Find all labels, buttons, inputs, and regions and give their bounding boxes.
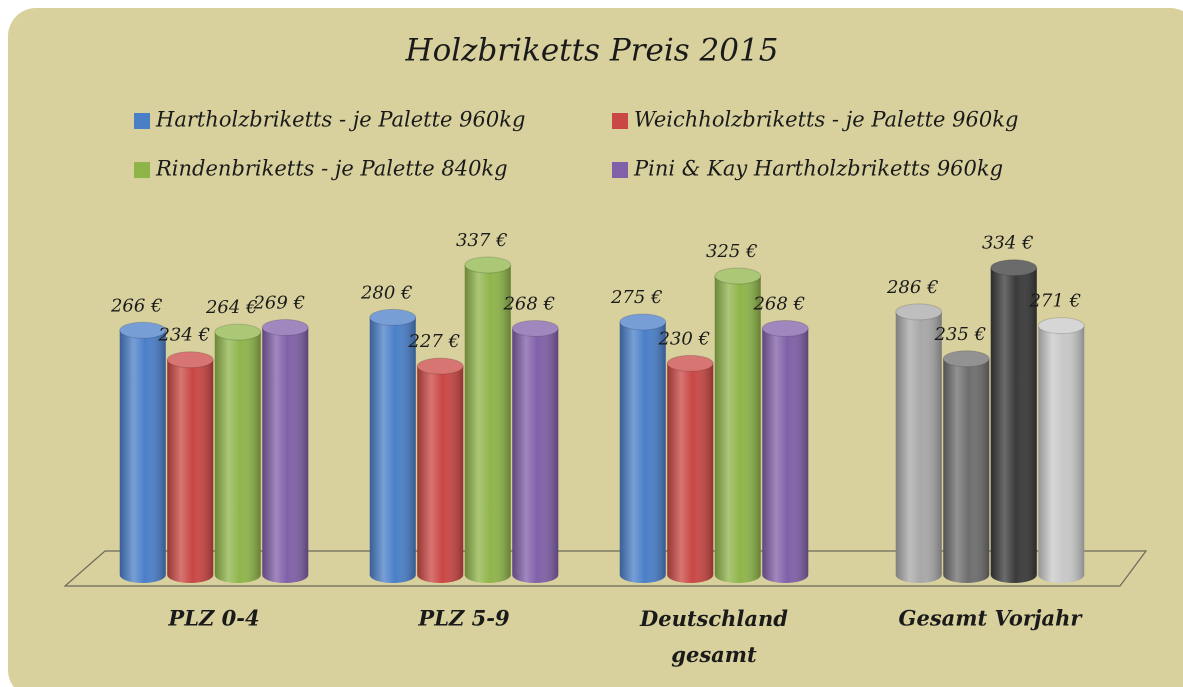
data-label: 325 €: [706, 241, 758, 262]
legend-label: Weichholzbriketts - je Palette 960kg: [634, 108, 1018, 132]
legend-swatch: [612, 113, 628, 129]
legend-label: Pini & Kay Hartholzbriketts 960kg: [633, 157, 1003, 181]
data-label: 337 €: [456, 230, 508, 251]
x-tick-label: Gesamt Vorjahr: [899, 606, 1084, 631]
bar-shade: [943, 358, 990, 583]
bar-shade: [512, 328, 559, 583]
bar-shade: [895, 311, 942, 583]
bar-top: [666, 354, 714, 372]
bar-shade: [714, 276, 761, 583]
legend-swatch: [134, 162, 150, 178]
bar-shade: [417, 366, 464, 583]
x-tick-label-line: Deutschland: [639, 606, 788, 631]
data-label: 334 €: [982, 233, 1034, 254]
bar-top: [416, 357, 464, 375]
bar-shade: [464, 264, 511, 583]
bar-shade: [369, 317, 416, 583]
legend-swatch: [612, 162, 628, 178]
data-label: 234 €: [157, 325, 210, 346]
bar-top: [166, 351, 214, 369]
bar-top: [261, 319, 309, 337]
data-label: 286 €: [886, 277, 939, 298]
x-tick-label: PLZ 5-9: [417, 606, 510, 631]
bar-top: [619, 313, 667, 331]
data-label: 268 €: [752, 293, 805, 314]
bar-top: [214, 323, 262, 341]
data-label: 269 €: [252, 293, 305, 314]
data-label: 275 €: [610, 287, 663, 308]
bar-shade: [990, 267, 1037, 583]
data-label: 280 €: [360, 282, 413, 303]
bar-shade: [667, 363, 714, 583]
legend-label: Rindenbriketts - je Palette 840kg: [155, 157, 508, 181]
bar-top: [761, 319, 809, 337]
chart-title: Holzbriketts Preis 2015: [405, 33, 779, 69]
floor: [63, 550, 1148, 587]
legend-label: Hartholzbriketts - je Palette 960kg: [155, 108, 525, 132]
bar-shade: [619, 322, 666, 583]
data-label: 271 €: [1028, 291, 1081, 312]
bar-shade: [762, 328, 809, 583]
bar-top: [464, 256, 512, 274]
bar-top: [369, 308, 417, 326]
data-label: 235 €: [933, 324, 986, 345]
legend-swatch: [134, 113, 150, 129]
bar-shade: [262, 327, 309, 583]
bar-top: [895, 303, 943, 321]
x-tick-label: Deutschland gesamt: [639, 606, 788, 667]
bar-shade: [167, 359, 214, 583]
bar-top: [990, 259, 1038, 277]
bar-shade: [119, 330, 166, 583]
bar-top: [942, 350, 990, 368]
bar-top: [1037, 317, 1085, 335]
data-label: 268 €: [502, 293, 555, 314]
data-label: 264 €: [205, 297, 258, 318]
data-label: 227 €: [407, 331, 460, 352]
bar-shade: [214, 332, 261, 583]
bar-top: [119, 321, 167, 339]
x-tick-label-line: gesamt: [671, 642, 757, 667]
bar-shade: [1038, 325, 1085, 583]
x-tick-label: PLZ 0-4: [167, 606, 259, 631]
data-label: 266 €: [110, 295, 163, 316]
bar-top: [511, 319, 559, 337]
data-label: 230 €: [657, 328, 710, 349]
bar-top: [714, 267, 762, 285]
